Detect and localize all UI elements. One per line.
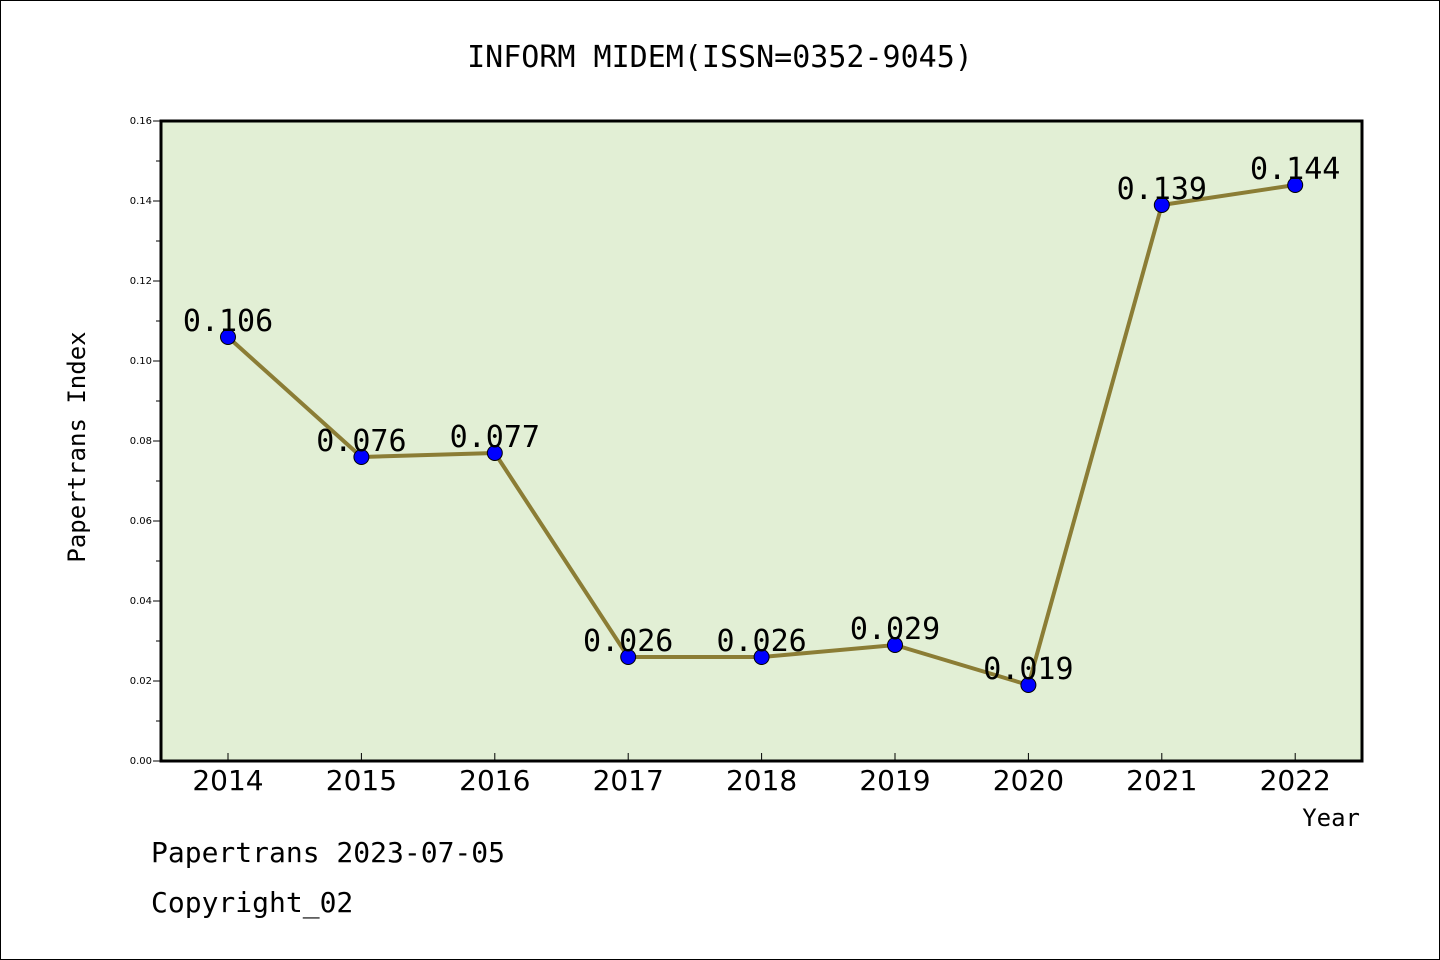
series-group: 0.106 0.076 0.077 0.026 0.026 0.029 0.019 0.139… (183, 152, 1340, 693)
data-point (1153, 197, 1170, 213)
y-tick-label: 0.16 (130, 116, 152, 127)
data-point (220, 329, 236, 345)
data-label: 0.026 (583, 624, 673, 659)
data-point (353, 449, 370, 465)
x-tick-label: 2015 (326, 764, 397, 797)
data-label: 0.026 (716, 624, 806, 659)
data-label: 0.019 (983, 652, 1073, 687)
x-tick-label: 2018 (726, 764, 797, 797)
x-tick-label: 2021 (1126, 764, 1197, 797)
x-tick-label: 2016 (459, 764, 530, 797)
x-tick-label: 2014 (192, 764, 263, 797)
y-tick-label: 0.02 (130, 676, 152, 687)
y-tick-label: 0.06 (130, 516, 152, 527)
data-label: 0.029 (850, 612, 940, 647)
data-label: 0.077 (450, 420, 540, 455)
data-label: 0.076 (316, 424, 406, 459)
x-tick-label: 2022 (1260, 764, 1331, 797)
y-tick-label: 0.04 (130, 596, 152, 607)
x-axis-label: Year (1302, 804, 1360, 832)
y-tick-label: 0.14 (130, 196, 152, 207)
y-axis-ticks: 0.00 0.02 0.04 0.06 0.08 0.10 0.12 0.14 0.16 (130, 116, 161, 767)
x-tick-label: 2017 (593, 764, 664, 797)
data-point (620, 649, 637, 665)
x-tick-label: 2020 (993, 764, 1064, 797)
y-tick-label: 0.00 (130, 756, 152, 767)
footer-copyright: Copyright_02 (151, 886, 354, 919)
y-tick-label: 0.12 (130, 276, 152, 287)
data-point (753, 649, 770, 665)
data-label: 0.139 (1117, 172, 1207, 207)
data-point (486, 445, 503, 461)
data-label: 0.106 (183, 304, 273, 339)
x-tick-label: 2019 (859, 764, 930, 797)
x-axis-ticks: 2014 2015 2016 2017 2018 2019 2020 2021 2022 (192, 753, 1331, 797)
data-point (887, 637, 903, 653)
y-tick-label: 0.10 (130, 356, 152, 367)
y-tick-label: 0.08 (130, 436, 152, 447)
y-axis-label: Papertrans Index (63, 331, 91, 562)
data-point (1020, 677, 1037, 693)
data-point (1287, 177, 1304, 193)
data-label: 0.144 (1250, 152, 1340, 187)
chart-title: INFORM MIDEM(ISSN=0352-9045) (467, 40, 973, 75)
footer-date: Papertrans 2023-07-05 (151, 836, 506, 869)
